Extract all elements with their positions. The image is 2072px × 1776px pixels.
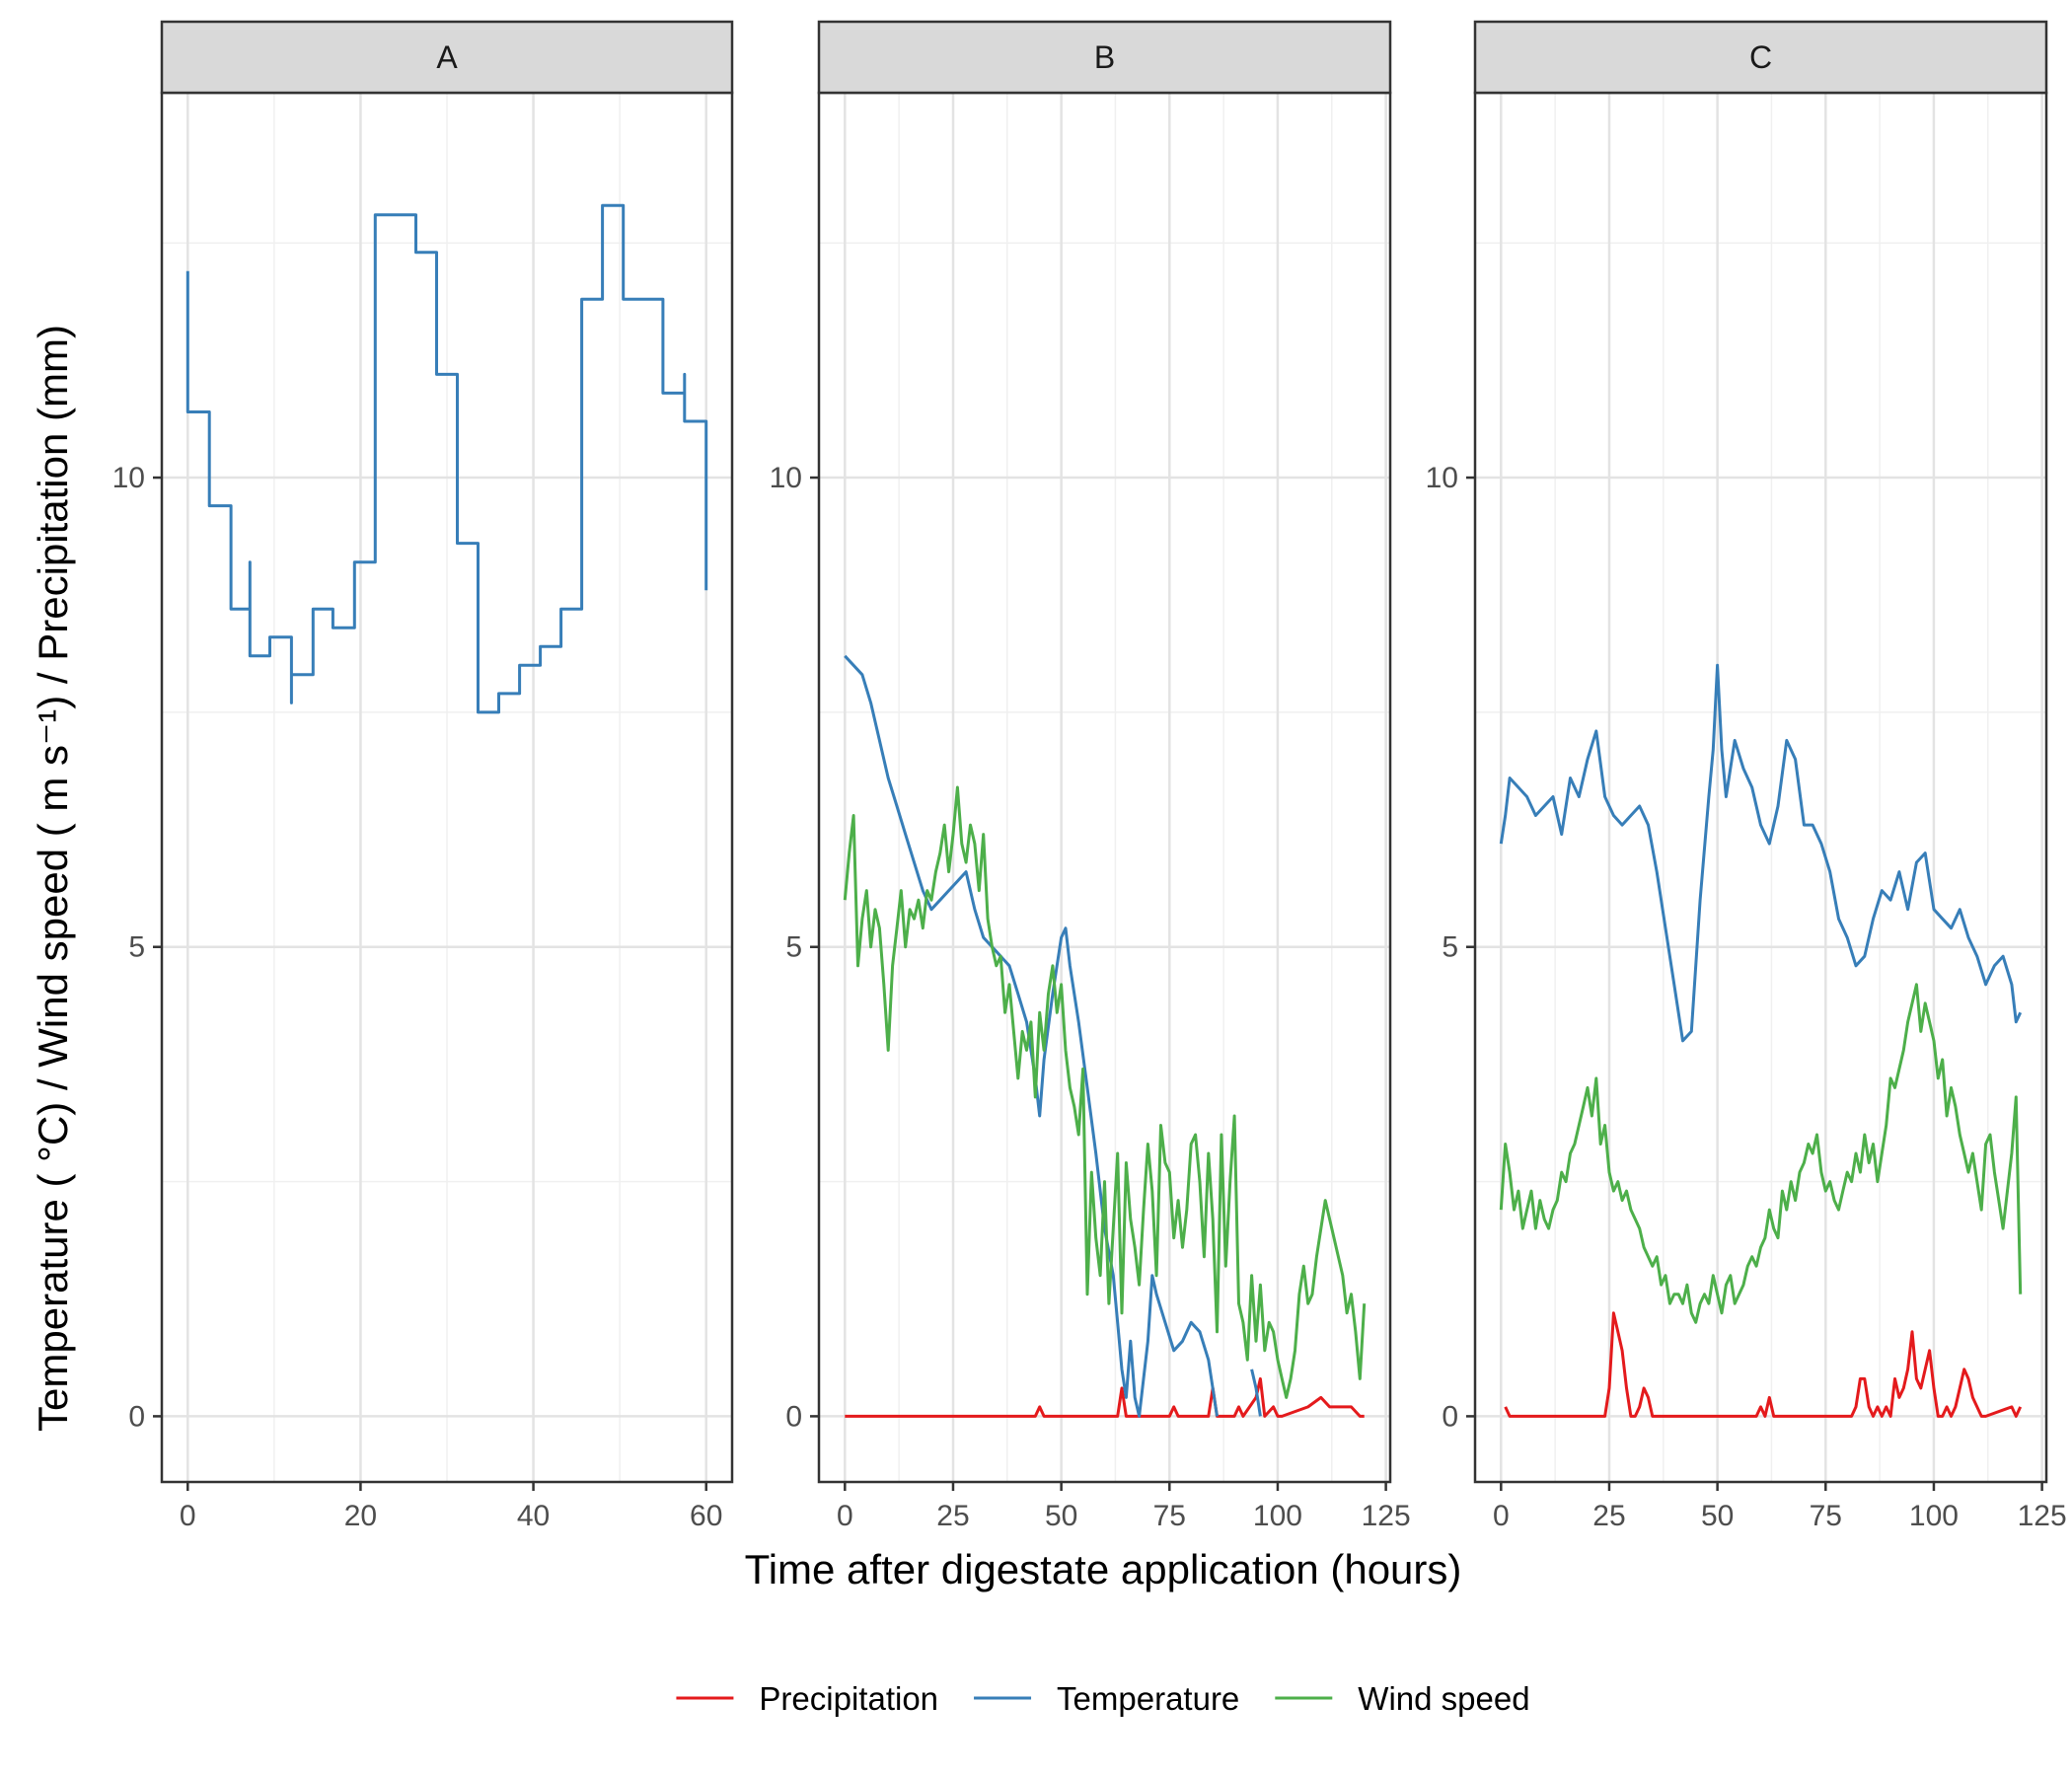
- series-precipitation-line: [1504, 1311, 2023, 1418]
- panel-a: A 0 5 10 0 20 40 60: [112, 20, 734, 1532]
- legend-label: Precipitation: [759, 1680, 938, 1717]
- legend-item-precipitation: Precipitation: [676, 1680, 938, 1717]
- series-wind-speed-line: [1499, 983, 2023, 1324]
- x-tick-label: 125: [2018, 1500, 2067, 1532]
- series-temperature-line: [1250, 1369, 1262, 1417]
- series-temperature-line: [1499, 663, 2023, 1043]
- x-tick-label: 100: [1909, 1500, 1959, 1532]
- legend-label: Wind speed: [1358, 1680, 1529, 1717]
- x-tick-label: 50: [1045, 1500, 1077, 1532]
- x-tick-label: 60: [690, 1500, 722, 1532]
- x-tick-label: 75: [1810, 1500, 1842, 1532]
- x-tick-label: 100: [1253, 1500, 1302, 1532]
- panel-strip: [817, 20, 1392, 95]
- y-tick-label: 0: [128, 1400, 145, 1433]
- series-temperature-line: [844, 654, 1219, 1418]
- x-tick-label: 25: [1592, 1500, 1625, 1532]
- series-wind-speed-line: [843, 785, 1367, 1399]
- y-tick-label: 0: [785, 1400, 802, 1433]
- x-tick-label: 0: [1493, 1500, 1510, 1532]
- panel-strip-label: B: [1094, 39, 1115, 75]
- series-precipitation-line: [845, 1376, 1365, 1418]
- legend: Precipitation Temperature Wind speed: [676, 1680, 1530, 1717]
- x-tick-label: 0: [180, 1500, 196, 1532]
- series-temperature-line: [185, 203, 708, 714]
- x-tick-label: 20: [344, 1500, 377, 1532]
- x-axis-title: Time after digestate application (hours): [745, 1546, 1462, 1592]
- x-tick-label: 75: [1153, 1500, 1186, 1532]
- x-tick-label: 25: [936, 1500, 969, 1532]
- legend-item-wind-speed: Wind speed: [1275, 1680, 1530, 1717]
- y-tick-label: 5: [785, 931, 802, 964]
- y-tick-label: 5: [128, 931, 145, 964]
- x-tick-label: 50: [1701, 1500, 1734, 1532]
- y-tick-label: 10: [112, 462, 145, 494]
- panel-background: [819, 93, 1390, 1482]
- panel-strip: [1473, 20, 2048, 95]
- legend-label: Temperature: [1057, 1680, 1239, 1717]
- y-tick-label: 0: [1442, 1400, 1458, 1433]
- y-tick-label: 5: [1442, 931, 1458, 964]
- x-tick-label: 40: [517, 1500, 550, 1532]
- panel-strip-label: A: [436, 39, 458, 75]
- y-tick-label: 10: [770, 462, 802, 494]
- panel-strip: [160, 20, 734, 95]
- x-tick-label: 0: [837, 1500, 853, 1532]
- panel-background: [1475, 93, 2046, 1482]
- x-tick-label: 125: [1362, 1500, 1411, 1532]
- y-axis-title: Temperature ( °C) / Wind speed ( m s⁻¹) …: [30, 325, 76, 1432]
- y-tick-label: 10: [1426, 462, 1458, 494]
- panel-strip-label: C: [1749, 39, 1772, 75]
- legend-item-temperature: Temperature: [974, 1680, 1239, 1717]
